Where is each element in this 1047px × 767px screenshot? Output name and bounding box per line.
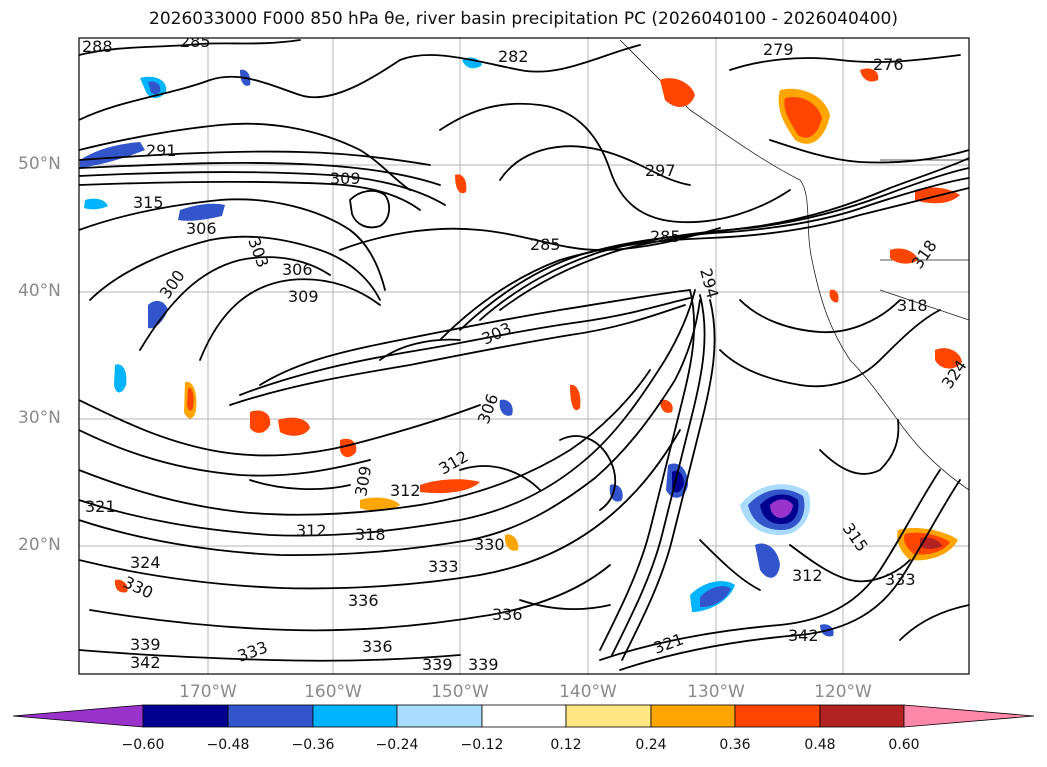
lon-label-150w: 150°W	[431, 682, 489, 702]
colorbar	[12, 704, 1035, 728]
lat-label-20n: 20°N	[18, 535, 61, 555]
colorbar-segment	[650, 704, 736, 728]
lon-label-160w: 160°W	[304, 682, 362, 702]
colorbar-tick-label: 0.36	[719, 737, 751, 753]
contour-labels: 288 285 282 279 276 291 315 309 306 303 …	[82, 32, 969, 674]
colorbar-segment	[481, 704, 567, 728]
precip-shading	[80, 57, 962, 637]
contour-label: 312	[296, 521, 327, 540]
contour-label: 321	[85, 497, 116, 516]
colorbar-segment	[227, 704, 314, 728]
colorbar-segment	[396, 704, 483, 728]
colorbar-tick-label: 0.60	[888, 737, 920, 753]
contour-label: 336	[362, 637, 393, 656]
colorbar-extend-high	[903, 704, 1035, 728]
contour-label: 339	[130, 635, 161, 654]
colorbar-tick-label: −0.12	[460, 737, 504, 753]
colorbar-segment	[312, 704, 398, 728]
colorbar-tick-label: 0.24	[635, 737, 667, 753]
contour-label: 279	[763, 40, 794, 59]
colorbar-segment	[734, 704, 821, 728]
contour-label: 282	[498, 47, 529, 66]
contour-label: 318	[897, 296, 928, 315]
chart-title: 2026033000 F000 850 hPa θe, river basin …	[149, 9, 898, 29]
contour-label: 309	[288, 287, 319, 306]
contour-label: 285	[180, 32, 211, 51]
contour-label: 297	[645, 161, 676, 180]
lon-label-140w: 140°W	[559, 682, 617, 702]
contour-label: 318	[355, 525, 386, 544]
theta-e-contours	[79, 39, 969, 671]
contour-label: 339	[468, 655, 499, 674]
colorbar-extend-low	[12, 704, 144, 728]
lon-label-120w: 120°W	[814, 682, 872, 702]
lat-label-50n: 50°N	[18, 154, 61, 174]
lat-label-30n: 30°N	[18, 408, 61, 428]
colorbar-tick-label: −0.60	[121, 737, 165, 753]
colorbar-tick-label: −0.36	[291, 737, 335, 753]
colorbar-tick-label: 0.48	[804, 737, 836, 753]
contour-label: 336	[348, 591, 379, 610]
lon-label-130w: 130°W	[687, 682, 745, 702]
colorbar-tick-label: 0.12	[550, 737, 582, 753]
contour-label: 288	[82, 37, 113, 56]
contour-label: 333	[428, 557, 459, 576]
contour-label: 291	[146, 141, 177, 160]
contour-label: 336	[492, 605, 523, 624]
contour-label: 312	[792, 566, 823, 585]
contour-label: 333	[885, 570, 916, 589]
contour-label: 312	[390, 481, 421, 500]
contour-label: 315	[133, 193, 164, 212]
contour-label: 309	[330, 169, 361, 188]
map-frame	[78, 37, 970, 675]
contour-label: 306	[186, 219, 217, 238]
contour-label: 306	[282, 260, 313, 279]
contour-label: 324	[130, 553, 161, 572]
colorbar-tick-label: −0.24	[375, 737, 419, 753]
contour-label: 330	[474, 535, 505, 554]
contour-label: 339	[422, 655, 453, 674]
colorbar-segment	[565, 704, 652, 728]
contour-label: 342	[130, 653, 161, 672]
contour-label: 276	[873, 55, 904, 74]
contour-label: 342	[788, 626, 819, 645]
contour-label: 285	[530, 235, 561, 254]
colorbar-segment	[142, 704, 229, 728]
lon-label-170w: 170°W	[179, 682, 237, 702]
lat-label-40n: 40°N	[18, 281, 61, 301]
colorbar-segment	[819, 704, 905, 728]
contour-label: 285	[650, 227, 681, 246]
colorbar-tick-label: −0.48	[206, 737, 250, 753]
